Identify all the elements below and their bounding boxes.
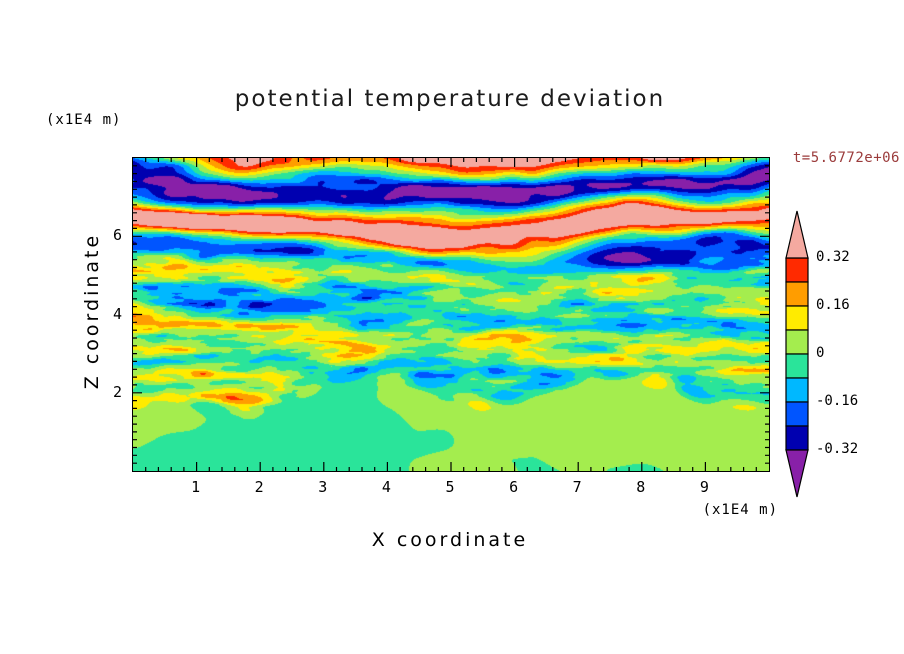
- x-tick-label: 2: [254, 478, 264, 496]
- z-tick-label: 2: [112, 382, 122, 401]
- x-axis-unit-label: (x1E4 m): [702, 502, 778, 518]
- colorbar-tick-label: 0.16: [816, 297, 850, 313]
- x-tick-label: 6: [509, 478, 519, 496]
- z-axis-unit-label: (x1E4 m): [46, 112, 122, 128]
- z-tick-label: 4: [112, 304, 122, 323]
- colorbar-tick-label: 0: [816, 345, 825, 361]
- x-tick-label: 1: [191, 478, 201, 496]
- plot-area: [132, 157, 770, 472]
- x-tick-label: 7: [572, 478, 582, 496]
- colorbar-tick-label: -0.16: [816, 393, 859, 409]
- colorbar-tick-label: -0.32: [816, 441, 859, 457]
- contour-field-canvas: [133, 158, 769, 471]
- x-axis-title: X coordinate: [371, 529, 529, 551]
- time-stamp-label: t=5.6772e+06: [792, 150, 900, 166]
- colorbar: [785, 210, 809, 498]
- x-tick-label: 9: [699, 478, 709, 496]
- z-tick-label: 6: [112, 226, 122, 245]
- x-tick-label: 3: [318, 478, 328, 496]
- x-tick-label: 4: [381, 478, 391, 496]
- plot-title: potential temperature deviation: [234, 86, 666, 112]
- x-tick-label: 5: [445, 478, 455, 496]
- colorbar-tick-label: 0.32: [816, 249, 850, 265]
- x-tick-label: 8: [636, 478, 646, 496]
